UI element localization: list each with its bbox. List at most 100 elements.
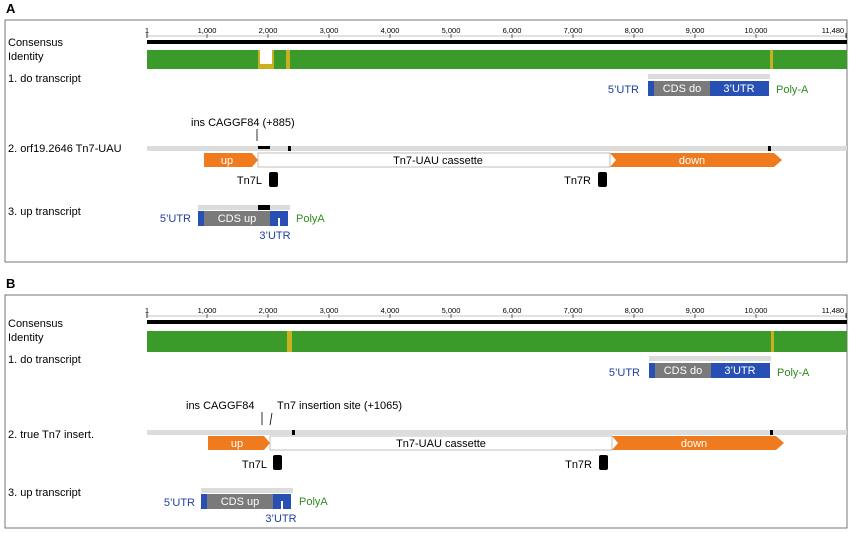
tick-label: 2,000 <box>259 26 278 35</box>
track-label-up-transcript: 3. up transcript <box>8 206 81 218</box>
track-label-construct: 2. orf19.2646 Tn7-UAU <box>8 143 122 155</box>
track-label-do-transcript: 1. do transcript <box>8 354 81 366</box>
panel-a: A 1 1,000 2,000 3,000 4,000 5,000 6,000 … <box>4 1 848 263</box>
tick-label: 4,000 <box>381 26 400 35</box>
tick-label: 9,000 <box>686 26 705 35</box>
tn7r-label: Tn7R <box>565 459 592 471</box>
utr3-up-label: 3’UTR <box>265 513 296 525</box>
track-label-up-transcript: 3. up transcript <box>8 487 81 499</box>
tn7l-box <box>269 172 278 187</box>
identity-segment <box>147 50 258 69</box>
polya-up-label: PolyA <box>299 496 328 508</box>
tn7r-box <box>599 455 608 470</box>
tick-label: 7,000 <box>564 306 583 315</box>
do-transcript-feature-b: 5’UTR CDS do 3’UTR Poly-A <box>609 356 810 379</box>
panel-letter-a: A <box>6 1 16 16</box>
utr5-do-label: 5’UTR <box>609 367 640 379</box>
up-arrow <box>204 153 258 167</box>
cds-up-box <box>204 211 270 226</box>
polya-do-label: Poly-A <box>777 367 810 379</box>
identity-variant <box>272 50 274 69</box>
down-label: down <box>681 438 707 450</box>
up-transcript-feature-a: 5’UTR CDS up 3’UTR PolyA <box>160 205 325 242</box>
utr3-do-label: 3’UTR <box>724 365 755 377</box>
construct-marker <box>768 146 771 151</box>
insertion-site-tick <box>269 412 273 426</box>
track-label-construct: 2. true Tn7 insert. <box>8 429 94 441</box>
utr3-up-label: 3’UTR <box>259 230 290 242</box>
cds-do-label: CDS do <box>663 83 702 95</box>
up-label: up <box>231 438 243 450</box>
tick-label: 11,480 <box>822 26 844 35</box>
identity-segment <box>773 50 847 69</box>
track-label-do-transcript: 1. do transcript <box>8 73 81 85</box>
tick-label: 3,000 <box>320 306 339 315</box>
tick-label: 2,000 <box>259 306 278 315</box>
utr5-do-box <box>649 363 655 378</box>
insertion-label: ins CAGGF84 (+885) <box>191 117 295 129</box>
construct-bar <box>147 146 847 151</box>
track-label-identity: Identity <box>8 332 44 344</box>
tn7r-label: Tn7R <box>564 175 591 187</box>
track-label-consensus: Consensus <box>8 318 64 330</box>
construct-bar <box>147 430 847 435</box>
cds-do-box <box>654 81 710 96</box>
panel-frame-a <box>4 19 848 263</box>
tn7l-box <box>273 455 282 470</box>
identity-variant <box>287 331 292 352</box>
identity-track-b <box>147 331 847 352</box>
tick-label: 5,000 <box>442 306 461 315</box>
construct-feature-a: ins CAGGF84 (+885) up Tn7-UAU cassette d… <box>147 117 847 187</box>
tick-label: 7,000 <box>564 26 583 35</box>
identity-segment <box>774 331 847 352</box>
cds-up-label: CDS up <box>218 213 257 225</box>
tn7l-label: Tn7L <box>237 175 262 187</box>
cassette-box <box>257 152 611 168</box>
tick-label: 10,000 <box>745 306 768 315</box>
up-transcript-bar <box>201 488 293 493</box>
up-transcript-bar <box>198 205 290 210</box>
insertion-label: ins CAGGF84 <box>186 400 254 412</box>
down-arrow <box>610 153 782 167</box>
identity-variant <box>258 50 260 69</box>
identity-track-a <box>147 50 847 69</box>
tick-label: 3,000 <box>320 26 339 35</box>
identity-gap <box>260 64 272 69</box>
track-label-identity: Identity <box>8 51 44 63</box>
utr5-do-box <box>648 81 654 96</box>
cds-up-box <box>207 494 273 509</box>
utr5-up-label: 5’UTR <box>164 497 195 509</box>
tick-label: 9,000 <box>686 306 705 315</box>
tn7r-box <box>598 172 607 187</box>
tick-label: 8,000 <box>625 306 644 315</box>
up-transcript-feature-b: 5’UTR CDS up 3’UTR PolyA <box>164 488 328 525</box>
tick-label: 5,000 <box>442 26 461 35</box>
identity-variant <box>771 331 774 352</box>
do-transcript-feature-a: 5’UTR CDS do 3’UTR Poly-A <box>608 74 809 96</box>
identity-segment <box>290 50 770 69</box>
track-label-consensus: Consensus <box>8 37 64 49</box>
tick-label: 1 <box>145 306 149 315</box>
up-arrow <box>208 436 270 450</box>
tick-label: 1,000 <box>198 306 217 315</box>
down-arrow <box>612 436 784 450</box>
utr3-do-box <box>711 363 770 378</box>
tn7l-label: Tn7L <box>242 459 267 471</box>
construct-marker <box>288 146 291 151</box>
identity-variant <box>770 50 773 69</box>
up-label: up <box>221 155 233 167</box>
panel-b: B 1 1,000 2,000 3,000 4,000 5,000 6,000 … <box>4 276 848 529</box>
cassette-label: Tn7-UAU cassette <box>393 155 483 167</box>
tick-label: 8,000 <box>625 26 644 35</box>
tick-label: 6,000 <box>503 26 522 35</box>
insertion-site-label: Tn7 insertion site (+1065) <box>277 400 402 412</box>
utr3-up-notch <box>278 218 280 226</box>
tick-label: 6,000 <box>503 306 522 315</box>
up-transcript-marker <box>258 205 270 210</box>
utr5-up-box <box>201 494 207 509</box>
utr5-up-label: 5’UTR <box>160 213 191 225</box>
polya-do-label: Poly-A <box>776 84 809 96</box>
cds-up-label: CDS up <box>221 496 260 508</box>
do-transcript-bar <box>649 356 771 361</box>
do-transcript-bar <box>648 74 770 79</box>
